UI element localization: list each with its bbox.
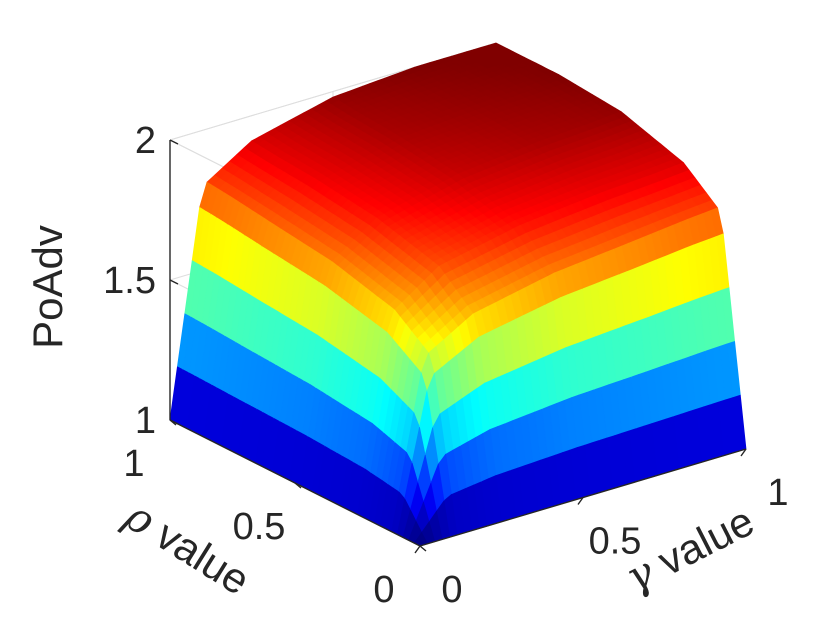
z-tick-mark-2 <box>169 139 179 145</box>
z-tick-label-0: 1 <box>135 400 156 442</box>
x-tick-mark-1 <box>577 497 584 505</box>
z-tick-mark-1 <box>169 279 179 285</box>
x-tick-mark-2 <box>740 448 747 457</box>
x-tick-label-1: 0.5 <box>589 521 642 563</box>
x-axis-text: value <box>640 497 761 590</box>
y-tick-mark-1 <box>294 482 302 489</box>
x-tick-mark-0 <box>414 545 421 554</box>
z-tick-label-1: 1.5 <box>103 260 156 302</box>
x-tick-label-2: 1 <box>767 472 788 514</box>
y-tick-label-0: 0 <box>373 569 394 611</box>
z-tick-mark-0 <box>169 419 179 425</box>
z-axis-label: PoAdv <box>24 225 71 349</box>
surface-plot <box>169 42 747 547</box>
axes <box>169 139 747 554</box>
y-tick-mark-0 <box>419 545 427 552</box>
x-axis-label: γ value <box>617 496 761 602</box>
y-tick-label-1: 0.5 <box>233 506 286 548</box>
z-tick-label-2: 2 <box>135 120 156 162</box>
x-tick-label-0: 0 <box>441 569 462 611</box>
y-tick-label-2: 1 <box>123 443 144 485</box>
